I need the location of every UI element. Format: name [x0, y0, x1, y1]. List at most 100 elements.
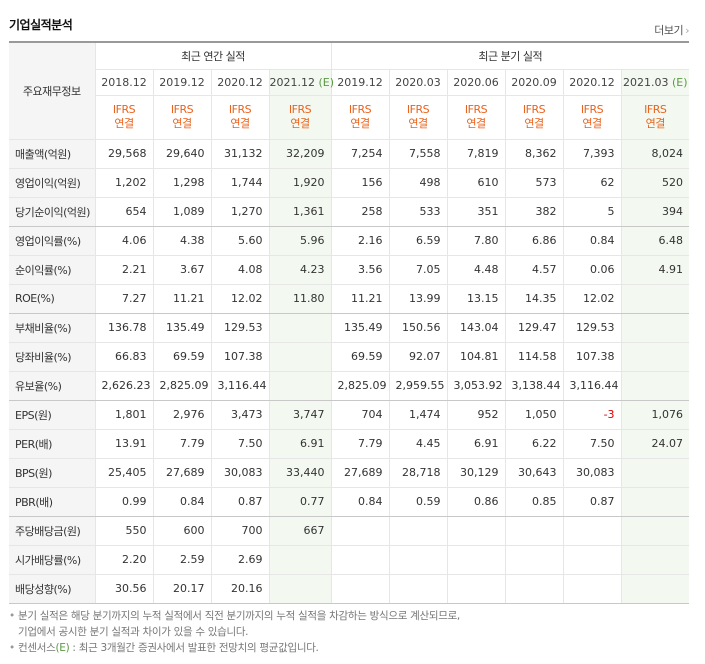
table-cell: 3,747 [269, 400, 332, 430]
table-cell: 2.16 [330, 226, 390, 256]
table-cell: 33,440 [269, 458, 332, 488]
standard-header: IFRS 연결 [563, 95, 622, 140]
row-label: 매출액(억원) [9, 139, 96, 169]
table-cell: 520 [621, 168, 690, 198]
table-cell: 107.38 [563, 342, 622, 372]
table-cell: 14.35 [505, 284, 564, 314]
table-cell: 3,116.44 [211, 371, 270, 401]
table-cell: 2,626.23 [95, 371, 154, 401]
table-row: ROE(%) 7.27 11.21 12.02 11.80 11.21 13.99 13.15… [9, 284, 690, 314]
table-cell: 0.87 [211, 487, 270, 517]
table-row: PER(배) 13.91 7.79 7.50 6.91 7.79 4.45 6.91 6.22 7… [9, 429, 690, 459]
period-header: 2020.12 [211, 69, 270, 96]
table-cell: 7.50 [211, 429, 270, 459]
table-cell: 6.48 [621, 226, 690, 256]
row-label: ROE(%) [9, 284, 96, 314]
table-cell: 7.05 [389, 255, 448, 285]
table-cell [621, 342, 690, 372]
table-cell [330, 545, 390, 575]
table-cell: 5.96 [269, 226, 332, 256]
table-cell [330, 574, 390, 604]
table-cell: 0.86 [447, 487, 506, 517]
table-cell: 1,474 [389, 400, 448, 430]
table-row: 영업이익(억원) 1,202 1,298 1,744 1,920 156 498 610 573… [9, 168, 690, 198]
table-row: 배당성향(%) 30.56 20.17 20.16 [9, 574, 690, 604]
table-cell: 11.21 [153, 284, 212, 314]
table-cell: 4.23 [269, 255, 332, 285]
table-cell: 5 [563, 197, 622, 227]
note-quarterly-cont: 기업에서 공시한 분기 실적과 차이가 있을 수 있습니다. [18, 626, 249, 638]
table-cell: 69.59 [330, 342, 390, 372]
table-cell: 0.59 [389, 487, 448, 517]
table-cell: 11.21 [330, 284, 390, 314]
period-header: 2021.03 (E) [621, 69, 690, 96]
table-cell: -3 [563, 400, 622, 430]
table-cell: 12.02 [211, 284, 270, 314]
financial-table: 주요재무정보 최근 연간 실적 최근 분기 실적 2018.12 2019.12 2… [9, 41, 690, 604]
table-cell: 114.58 [505, 342, 564, 372]
table-cell: 0.77 [269, 487, 332, 517]
table-cell [505, 545, 564, 575]
row-label: 영업이익률(%) [9, 226, 96, 256]
row-label: 당기순이익(억원) [9, 197, 96, 227]
note-quarterly: 분기 실적은 해당 분기까지의 누적 실적에서 직전 분기까지의 누적 실적을 … [9, 608, 689, 624]
table-cell: 135.49 [153, 313, 212, 343]
table-cell: 13.15 [447, 284, 506, 314]
table-cell: 533 [389, 197, 448, 227]
standard-header: IFRS 연결 [447, 95, 506, 140]
standard-header: IFRS 연결 [95, 95, 154, 140]
table-cell: 7.79 [330, 429, 390, 459]
table-cell: 2.59 [153, 545, 212, 575]
period-header: 2021.12 (E) [269, 69, 334, 96]
row-label: 시가배당률(%) [9, 545, 96, 575]
table-cell: 1,298 [153, 168, 212, 198]
table-cell: 498 [389, 168, 448, 198]
row-label: 영업이익(억원) [9, 168, 96, 198]
row-label: 유보율(%) [9, 371, 96, 401]
table-cell: 1,361 [269, 197, 332, 227]
table-cell: 13.91 [95, 429, 154, 459]
table-cell: 6.91 [447, 429, 506, 459]
table-cell [269, 313, 332, 343]
row-label: BPS(원) [9, 458, 96, 488]
table-cell: 1,920 [269, 168, 332, 198]
standard-header: IFRS 연결 [211, 95, 270, 140]
table-cell: 7.79 [153, 429, 212, 459]
table-row: EPS(원) 1,801 2,976 3,473 3,747 704 1,474 952 1,0… [9, 400, 690, 430]
table-cell: 2,825.09 [330, 371, 390, 401]
table-cell: 62 [563, 168, 622, 198]
table-cell [447, 545, 506, 575]
table-cell [505, 574, 564, 604]
row-label: PBR(배) [9, 487, 96, 517]
table-cell: 0.99 [95, 487, 154, 517]
table-cell [563, 516, 622, 546]
table-cell: 4.38 [153, 226, 212, 256]
table-cell [389, 545, 448, 575]
table-cell: 258 [330, 197, 390, 227]
table-cell: 4.57 [505, 255, 564, 285]
table-cell: 107.38 [211, 342, 270, 372]
table-cell [447, 574, 506, 604]
table-cell: 4.48 [447, 255, 506, 285]
table-cell: 12.02 [563, 284, 622, 314]
table-cell: 573 [505, 168, 564, 198]
table-cell: 7,819 [447, 139, 506, 169]
footnotes: 분기 실적은 해당 분기까지의 누적 실적에서 직전 분기까지의 누적 실적을 … [9, 608, 689, 656]
period-header: 2019.12 [330, 69, 390, 96]
table-cell: 24.07 [621, 429, 690, 459]
table-cell: 135.49 [330, 313, 390, 343]
table-cell: 0.84 [153, 487, 212, 517]
table-cell: 654 [95, 197, 154, 227]
table-row: 당좌비율(%) 66.83 69.59 107.38 69.59 92.07 104.81 1… [9, 342, 690, 372]
table-cell [269, 371, 332, 401]
table-cell: 129.47 [505, 313, 564, 343]
table-cell: 394 [621, 197, 690, 227]
table-cell [389, 574, 448, 604]
standard-header-row: IFRS 연결 IFRS 연결 IFRS 연결 IFRS 연결 IFRS 연결 IFRS 연결 IFRS… [9, 95, 690, 140]
table-cell: 3,138.44 [505, 371, 564, 401]
table-cell [621, 574, 690, 604]
table-cell: 1,801 [95, 400, 154, 430]
more-link[interactable]: 더보기 › [654, 22, 689, 38]
table-cell: 4.06 [95, 226, 154, 256]
standard-header: IFRS 연결 [153, 95, 212, 140]
